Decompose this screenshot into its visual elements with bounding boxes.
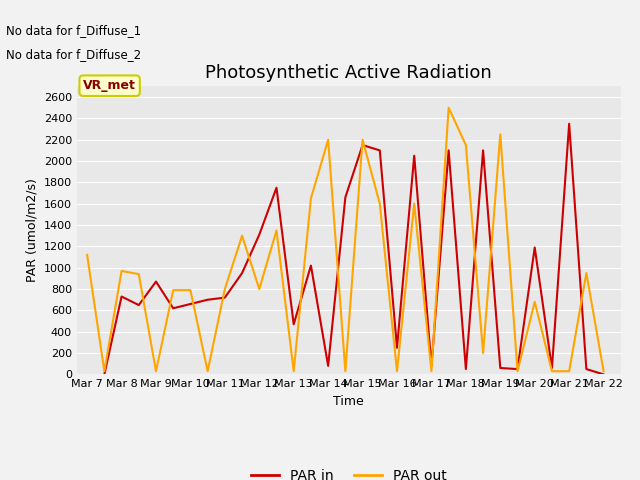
Text: VR_met: VR_met <box>83 79 136 92</box>
Text: No data for f_Diffuse_1: No data for f_Diffuse_1 <box>6 24 141 37</box>
X-axis label: Time: Time <box>333 395 364 408</box>
Text: No data for f_Diffuse_2: No data for f_Diffuse_2 <box>6 48 141 61</box>
Title: Photosynthetic Active Radiation: Photosynthetic Active Radiation <box>205 64 492 82</box>
Legend: PAR in, PAR out: PAR in, PAR out <box>245 463 452 480</box>
Y-axis label: PAR (umol/m2/s): PAR (umol/m2/s) <box>25 179 38 282</box>
